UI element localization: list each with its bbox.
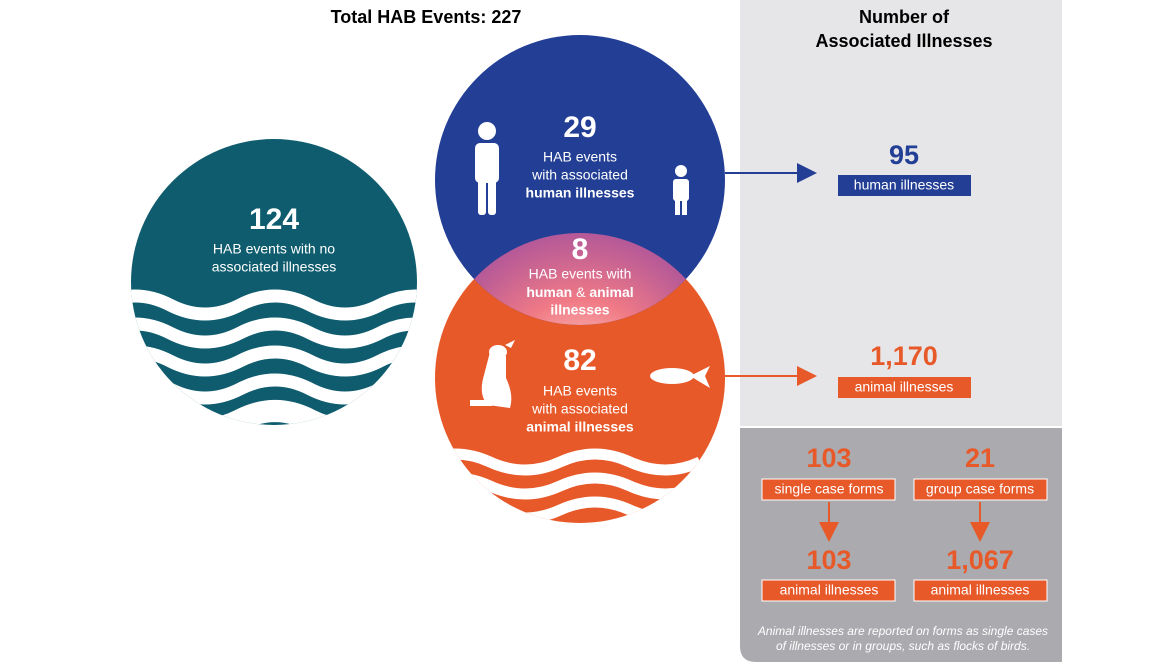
panel — [740, 0, 1062, 426]
label: HAB events with no — [213, 241, 335, 257]
header: Number of — [859, 7, 950, 27]
no-illness-circle — [131, 139, 417, 425]
label: group case forms — [926, 481, 1034, 497]
person-icon — [475, 122, 689, 215]
label: animal illnesses — [526, 419, 634, 435]
label: animal illnesses — [780, 582, 879, 598]
label: HAB events — [543, 383, 617, 399]
label-box — [761, 478, 896, 501]
label-box — [913, 478, 1048, 501]
label: animal illnesses — [931, 582, 1030, 598]
label: HAB events with — [529, 266, 632, 282]
label-box — [838, 175, 971, 196]
label: with associated — [531, 167, 628, 183]
count: 8 — [572, 233, 589, 266]
label: HAB events — [543, 149, 617, 165]
label-box — [838, 377, 971, 398]
count: 103 — [806, 443, 851, 473]
label-part: human — [526, 284, 572, 300]
label-box — [913, 579, 1048, 602]
count: 82 — [563, 344, 596, 377]
label-part: animal — [589, 284, 633, 300]
label: single case forms — [775, 481, 884, 497]
label-box — [761, 579, 896, 602]
overlap — [435, 233, 725, 325]
count: 21 — [965, 443, 995, 473]
label: with associated — [531, 401, 628, 417]
fish-icon — [650, 366, 710, 388]
label: associated illnesses — [212, 259, 337, 275]
count: 124 — [249, 203, 299, 236]
group-case: 21 group case forms 1,067 animal illness… — [913, 443, 1048, 602]
label: human & animal — [526, 284, 633, 300]
single-case: 103 single case forms 103 animal illness… — [761, 443, 896, 602]
dog-icon — [470, 340, 515, 408]
label: animal illnesses — [855, 379, 954, 395]
count: 1,170 — [870, 341, 938, 371]
label: human illnesses — [526, 185, 635, 201]
count: 95 — [889, 140, 919, 170]
footnote: Animal illnesses are reported on forms a… — [757, 624, 1048, 638]
title: Total HAB Events: 227 — [331, 7, 522, 27]
count: 103 — [806, 545, 851, 575]
label: human illnesses — [854, 177, 954, 193]
count: 1,067 — [946, 545, 1014, 575]
header: Associated Illnesses — [815, 31, 992, 51]
count: 29 — [563, 111, 596, 144]
footnote: of illnesses or in groups, such as flock… — [776, 639, 1030, 653]
label: illnesses — [550, 302, 609, 318]
label-part: & — [576, 284, 586, 300]
